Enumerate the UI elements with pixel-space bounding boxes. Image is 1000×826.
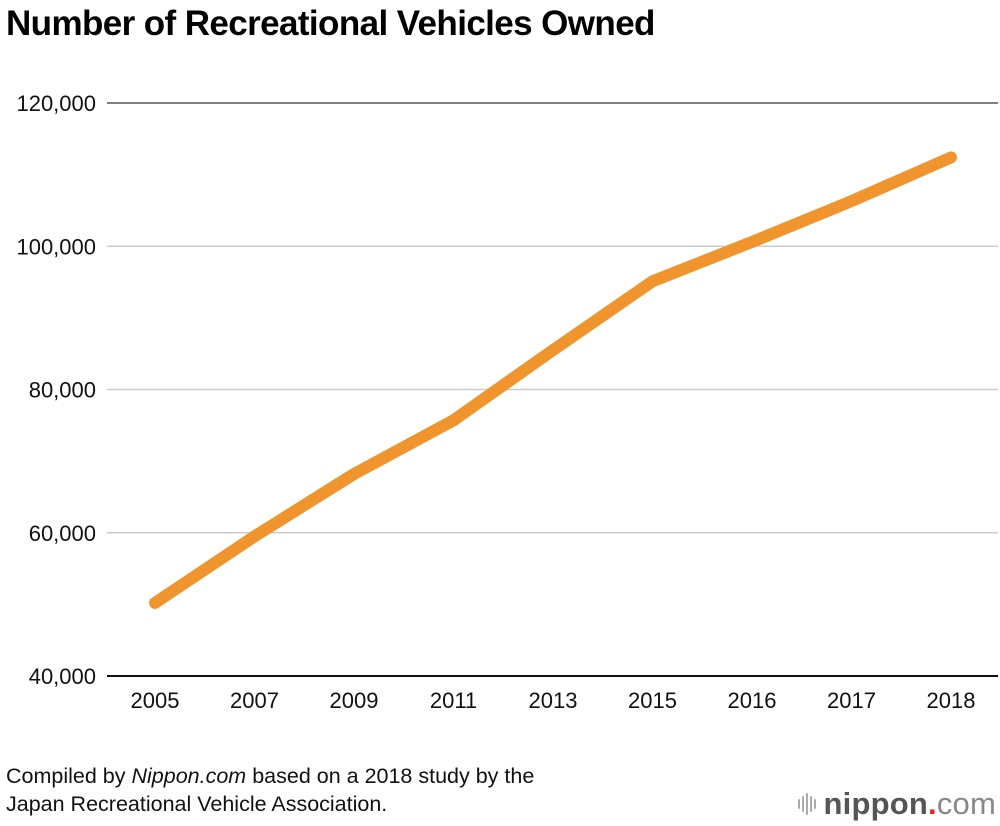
x-tick-label: 2016 — [728, 688, 777, 713]
logo-name: nippon — [823, 786, 928, 821]
y-tick-label: 100,000 — [16, 234, 96, 259]
nippon-logo: nippon.com — [797, 786, 997, 822]
source-publisher: Nippon.com — [131, 764, 247, 788]
y-tick-label: 60,000 — [29, 521, 96, 546]
series-layer — [149, 151, 957, 609]
x-tick-label: 2015 — [628, 688, 677, 713]
x-tick-label: 2005 — [131, 688, 180, 713]
logo-suffix: com — [936, 786, 996, 821]
x-tick-label: 2017 — [827, 688, 876, 713]
sound-bars-icon — [797, 793, 816, 815]
x-tick-label: 2007 — [230, 688, 279, 713]
source-line-2: Japan Recreational Vehicle Association. — [6, 792, 388, 816]
logo-dot: . — [928, 786, 937, 821]
source-note: Compiled by Nippon.com based on a 2018 s… — [6, 762, 534, 818]
source-suffix: based on a 2018 study by the — [246, 764, 535, 788]
y-tick-label: 80,000 — [29, 378, 96, 403]
y-tick-label: 120,000 — [16, 91, 96, 116]
y-axis-ticks: 40,000 60,000 80,000 100,000 120,000 — [16, 91, 96, 689]
source-prefix: Compiled by — [6, 764, 132, 788]
series-line — [149, 151, 957, 609]
x-tick-label: 2018 — [927, 688, 976, 713]
x-tick-label: 2011 — [430, 688, 477, 713]
x-axis-ticks: 2005 2007 2009 2011 2013 2015 2016 2017 2018 — [131, 688, 976, 713]
chart-title: Number of Recreational Vehicles Owned — [6, 4, 655, 43]
y-tick-label: 40,000 — [29, 664, 96, 689]
x-tick-label: 2013 — [529, 688, 578, 713]
x-tick-label: 2009 — [330, 688, 379, 713]
